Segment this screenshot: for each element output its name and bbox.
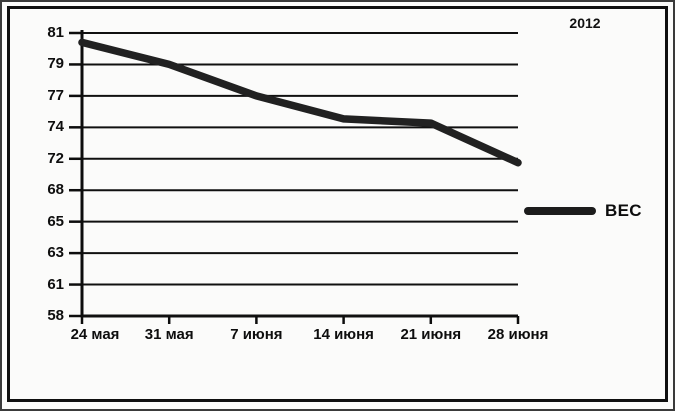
- x-axis-label: 31 мая: [144, 326, 194, 343]
- x-axis-label: 24 мая: [70, 326, 120, 343]
- legend-line-swatch: [524, 207, 596, 215]
- x-axis-label: 14 июня: [313, 326, 374, 343]
- y-axis-label: 58: [47, 307, 64, 324]
- y-axis-label: 81: [47, 24, 64, 41]
- legend: ВЕС: [524, 201, 642, 221]
- y-axis-label: 74: [47, 118, 64, 136]
- x-axis-label: 7 июня: [230, 326, 283, 343]
- year-annotation: 2012: [569, 15, 601, 31]
- y-axis-label: 77: [47, 86, 64, 104]
- y-axis-label: 65: [47, 212, 64, 230]
- y-axis-label: 72: [47, 149, 64, 167]
- legend-series-label: ВЕС: [605, 201, 642, 220]
- y-axis-label: 68: [47, 181, 64, 199]
- y-axis-label: 79: [47, 55, 64, 73]
- y-axis-label: 63: [47, 244, 64, 262]
- y-axis-label: 61: [47, 275, 64, 293]
- x-axis-label: 28 июня: [487, 326, 549, 343]
- series-line-ВЕС: [78, 38, 522, 167]
- x-axis-label: 21 июня: [400, 326, 462, 343]
